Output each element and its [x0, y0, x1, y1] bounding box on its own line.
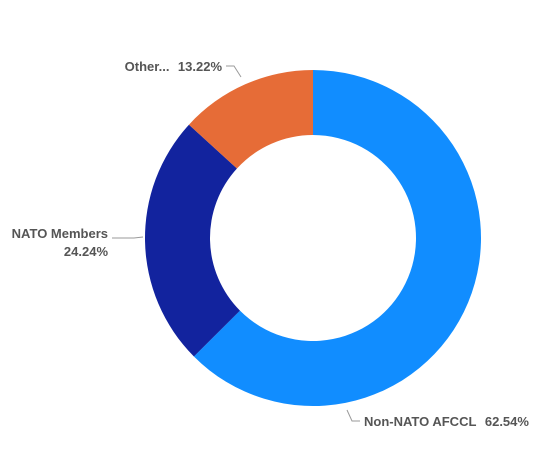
donut-slices: [145, 70, 481, 407]
slice-label-non-nato: Non-NATO AFCCL 62.54%: [364, 413, 529, 430]
leader-line-other: [226, 65, 242, 78]
donut-slice-non-nato-afccl[interactable]: [193, 70, 481, 407]
donut-slice-other[interactable]: [188, 70, 313, 169]
leader-line-non-nato: [346, 409, 360, 422]
leader-line-nato: [112, 236, 144, 239]
slice-label-nato-value: 24.24%: [64, 244, 109, 259]
donut-slice-nato-members[interactable]: [145, 124, 240, 357]
slice-label-nato-name: NATO Members: [12, 226, 108, 241]
slice-label-other: Other... 13.22%: [125, 58, 223, 75]
